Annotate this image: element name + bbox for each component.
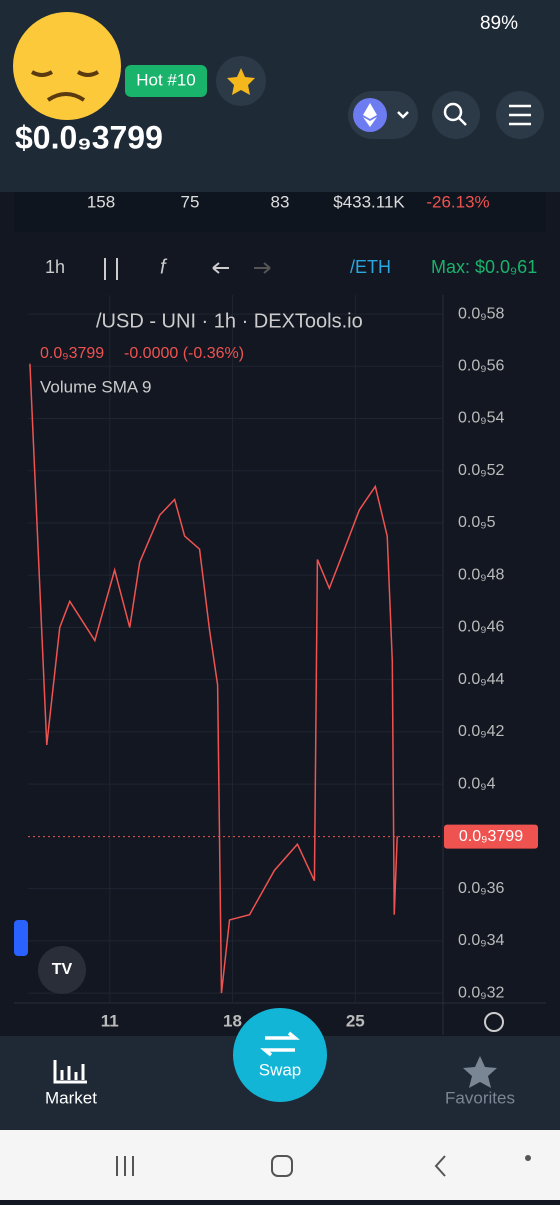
price: $0.0₉3799 — [15, 119, 163, 155]
x-tick-label: 11 — [101, 1011, 119, 1030]
chart-title: /USD - UNI · 1h · DEXTools.io — [96, 310, 363, 332]
y-tick-label: 0.0₉42 — [458, 723, 504, 740]
market-icon — [53, 1060, 87, 1084]
side-toggle[interactable] — [14, 920, 28, 956]
stat: 83 — [271, 192, 290, 211]
tv-logo — [38, 946, 86, 994]
search-button[interactable] — [432, 91, 480, 139]
y-tick-label: 0.0₉5 — [458, 514, 496, 531]
volume-label: Volume SMA 9 — [40, 377, 152, 396]
y-tick-label: 0.0₉52 — [458, 462, 504, 479]
recents-button[interactable] — [116, 1156, 134, 1176]
swap-button[interactable] — [233, 1008, 327, 1102]
hot-badge-text: Hot #10 — [136, 70, 196, 89]
nav-market[interactable]: Market — [45, 1088, 97, 1107]
pair[interactable]: /ETH — [350, 257, 391, 277]
current-price-label: 0.0₉3799 — [459, 828, 523, 845]
interval[interactable]: 1h — [45, 257, 65, 277]
back-button[interactable] — [434, 1155, 446, 1177]
y-tick-label: 0.0₉54 — [458, 410, 504, 427]
legend-change: -0.0000 (-0.36%) — [124, 345, 244, 362]
plot: 0.0₉58 0.0₉56 0.0₉54 0.0₉52 0.0₉5 0.0₉48 0.0₉4… — [14, 295, 546, 1035]
stat: $433.11K — [333, 192, 405, 211]
y-tick-label: 0.0₉32 — [458, 984, 504, 1001]
star-icon — [227, 68, 255, 95]
stat: -26.13% — [426, 192, 489, 211]
fx-icon[interactable]: f — [160, 256, 168, 278]
y-tick-label: 0.0₉48 — [458, 566, 504, 583]
y-tick-label: 0.0₉58 — [458, 305, 504, 322]
stat: 158 — [87, 192, 115, 211]
y-tick-label: 0.0₉4 — [458, 775, 496, 792]
price-line — [29, 363, 398, 994]
system-nav — [0, 1130, 560, 1200]
search-icon-handle — [458, 117, 467, 126]
stats-row — [14, 192, 546, 232]
settings-icon[interactable] — [484, 1012, 504, 1032]
x-tick-label: 18 — [223, 1011, 242, 1030]
search-icon — [443, 102, 463, 122]
swap-icon — [260, 1031, 300, 1057]
stat: 75 — [181, 192, 200, 211]
hot-badge — [125, 65, 207, 97]
undo-icon[interactable] — [212, 262, 229, 274]
legend-last: 0.0₉3799 — [40, 345, 104, 362]
candle-icon[interactable] — [104, 258, 118, 280]
battery: 89% — [480, 13, 518, 34]
y-tick-label: 0.0₉56 — [458, 358, 504, 375]
chart-panel — [14, 240, 546, 1040]
tv-logo-mark: TV — [52, 961, 73, 978]
avatar-emoji — [13, 12, 121, 120]
stats: 158 75 83 $433.11K -26.13% — [87, 192, 490, 211]
favorites-icon — [463, 1056, 497, 1088]
y-tick-label: 0.0₉36 — [458, 880, 504, 897]
menu-icon — [509, 104, 531, 126]
redo-icon — [254, 262, 271, 274]
max-price: Max: $0.0₉61 — [431, 257, 537, 277]
accessibility-button[interactable] — [525, 1155, 531, 1161]
current-price-tag — [444, 824, 538, 849]
x-tick-label: 25 — [346, 1011, 365, 1030]
y-tick-label: 0.0₉46 — [458, 619, 504, 636]
eth-logo — [363, 103, 377, 127]
chevron — [397, 111, 409, 119]
y-tick-label: 0.0₉44 — [458, 671, 504, 688]
nav-swap[interactable]: Swap — [259, 1060, 302, 1079]
emoji-face — [30, 70, 100, 102]
home-button[interactable] — [271, 1155, 293, 1177]
nav-favorites[interactable]: Favorites — [445, 1088, 515, 1107]
y-tick-label: 0.0₉34 — [458, 932, 504, 949]
